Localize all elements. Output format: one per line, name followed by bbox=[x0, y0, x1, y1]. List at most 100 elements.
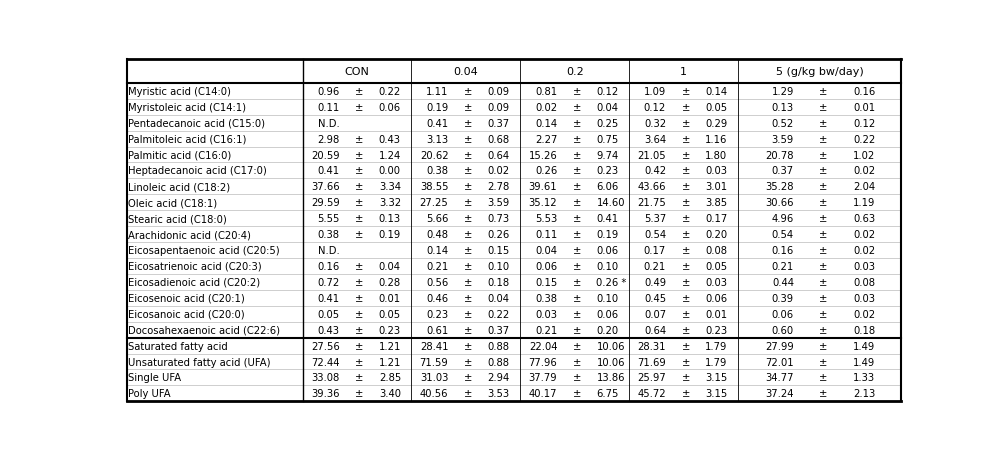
Text: ±: ± bbox=[819, 357, 827, 367]
Text: 0.17: 0.17 bbox=[643, 246, 665, 256]
Text: ±: ± bbox=[355, 357, 363, 367]
Text: 43.66: 43.66 bbox=[637, 182, 665, 192]
Text: ±: ± bbox=[819, 230, 827, 240]
Text: 0.02: 0.02 bbox=[853, 166, 875, 176]
Text: 0.05: 0.05 bbox=[704, 102, 726, 112]
Text: 4.96: 4.96 bbox=[771, 214, 794, 224]
Text: 20.78: 20.78 bbox=[765, 150, 794, 160]
Text: ±: ± bbox=[463, 118, 472, 128]
Text: 0.11: 0.11 bbox=[534, 230, 557, 240]
Text: 2.27: 2.27 bbox=[534, 134, 557, 144]
Text: 3.13: 3.13 bbox=[426, 134, 448, 144]
Text: N.D.: N.D. bbox=[318, 246, 340, 256]
Text: 72.01: 72.01 bbox=[765, 357, 794, 367]
Text: 25.97: 25.97 bbox=[636, 373, 665, 383]
Text: ±: ± bbox=[463, 246, 472, 256]
Text: ±: ± bbox=[680, 277, 689, 287]
Text: ±: ± bbox=[680, 150, 689, 160]
Text: 0.06: 0.06 bbox=[596, 309, 618, 319]
Text: 0.68: 0.68 bbox=[487, 134, 509, 144]
Text: 6.06: 6.06 bbox=[596, 182, 618, 192]
Text: 0.23: 0.23 bbox=[379, 325, 401, 335]
Text: 2.85: 2.85 bbox=[379, 373, 401, 383]
Text: 3.15: 3.15 bbox=[704, 389, 726, 399]
Text: ±: ± bbox=[463, 325, 472, 335]
Text: 13.86: 13.86 bbox=[596, 373, 624, 383]
Text: 0.61: 0.61 bbox=[426, 325, 448, 335]
Text: 0.04: 0.04 bbox=[596, 102, 618, 112]
Text: 0.56: 0.56 bbox=[426, 277, 448, 287]
Text: 0.12: 0.12 bbox=[853, 118, 875, 128]
Text: 5 (g/kg bw/day): 5 (g/kg bw/day) bbox=[776, 67, 864, 77]
Text: Palmitic acid (C16:0): Palmitic acid (C16:0) bbox=[128, 150, 231, 160]
Text: 6.75: 6.75 bbox=[596, 389, 618, 399]
Text: 1.16: 1.16 bbox=[704, 134, 726, 144]
Text: 0.16: 0.16 bbox=[317, 262, 340, 271]
Text: 1.80: 1.80 bbox=[704, 150, 726, 160]
Text: 0.43: 0.43 bbox=[379, 134, 401, 144]
Text: ±: ± bbox=[680, 102, 689, 112]
Text: 0.41: 0.41 bbox=[318, 293, 340, 303]
Text: 0.12: 0.12 bbox=[643, 102, 665, 112]
Text: ±: ± bbox=[572, 262, 580, 271]
Text: 0.22: 0.22 bbox=[487, 309, 509, 319]
Text: 0.04: 0.04 bbox=[487, 293, 509, 303]
Text: ±: ± bbox=[463, 309, 472, 319]
Text: 2.98: 2.98 bbox=[317, 134, 340, 144]
Text: ±: ± bbox=[572, 150, 580, 160]
Text: 3.40: 3.40 bbox=[379, 389, 401, 399]
Text: ±: ± bbox=[463, 102, 472, 112]
Text: 0.64: 0.64 bbox=[643, 325, 665, 335]
Text: 0.60: 0.60 bbox=[772, 325, 794, 335]
Text: 1.29: 1.29 bbox=[771, 86, 794, 96]
Text: 0.22: 0.22 bbox=[379, 86, 401, 96]
Text: ±: ± bbox=[463, 166, 472, 176]
Text: 37.79: 37.79 bbox=[528, 373, 557, 383]
Text: 10.06: 10.06 bbox=[596, 341, 624, 351]
Text: ±: ± bbox=[572, 309, 580, 319]
Text: 1.19: 1.19 bbox=[853, 198, 875, 208]
Text: ±: ± bbox=[355, 293, 363, 303]
Text: 0.02: 0.02 bbox=[853, 230, 875, 240]
Text: 0.38: 0.38 bbox=[318, 230, 340, 240]
Text: 0.03: 0.03 bbox=[853, 262, 875, 271]
Text: Stearic acid (C18:0): Stearic acid (C18:0) bbox=[128, 214, 227, 224]
Text: ±: ± bbox=[355, 309, 363, 319]
Text: Single UFA: Single UFA bbox=[128, 373, 181, 383]
Text: 0.10: 0.10 bbox=[596, 262, 618, 271]
Text: 0.03: 0.03 bbox=[704, 166, 726, 176]
Text: ±: ± bbox=[572, 102, 580, 112]
Text: 1.49: 1.49 bbox=[853, 341, 875, 351]
Text: ±: ± bbox=[680, 309, 689, 319]
Text: 0.88: 0.88 bbox=[487, 357, 509, 367]
Text: 0.02: 0.02 bbox=[853, 246, 875, 256]
Text: 3.59: 3.59 bbox=[487, 198, 509, 208]
Text: 0.41: 0.41 bbox=[426, 118, 448, 128]
Text: 3.32: 3.32 bbox=[379, 198, 401, 208]
Text: 3.85: 3.85 bbox=[704, 198, 726, 208]
Text: ±: ± bbox=[572, 230, 580, 240]
Text: 0.07: 0.07 bbox=[643, 309, 665, 319]
Text: ±: ± bbox=[572, 246, 580, 256]
Text: 20.59: 20.59 bbox=[311, 150, 340, 160]
Text: ±: ± bbox=[819, 166, 827, 176]
Text: 35.28: 35.28 bbox=[765, 182, 794, 192]
Text: ±: ± bbox=[572, 293, 580, 303]
Text: 0.03: 0.03 bbox=[704, 277, 726, 287]
Text: ±: ± bbox=[819, 325, 827, 335]
Text: 1.02: 1.02 bbox=[853, 150, 875, 160]
Text: ±: ± bbox=[572, 341, 580, 351]
Text: 0.09: 0.09 bbox=[487, 86, 509, 96]
Text: 27.25: 27.25 bbox=[419, 198, 448, 208]
Text: Palmitoleic acid (C16:1): Palmitoleic acid (C16:1) bbox=[128, 134, 246, 144]
Text: 2.78: 2.78 bbox=[487, 182, 509, 192]
Text: 0.96: 0.96 bbox=[317, 86, 340, 96]
Text: 71.59: 71.59 bbox=[419, 357, 448, 367]
Text: 0.06: 0.06 bbox=[596, 246, 618, 256]
Text: ±: ± bbox=[680, 325, 689, 335]
Text: ±: ± bbox=[819, 262, 827, 271]
Text: 0.09: 0.09 bbox=[487, 102, 509, 112]
Text: ±: ± bbox=[355, 150, 363, 160]
Text: 0.64: 0.64 bbox=[487, 150, 509, 160]
Text: 0.20: 0.20 bbox=[596, 325, 618, 335]
